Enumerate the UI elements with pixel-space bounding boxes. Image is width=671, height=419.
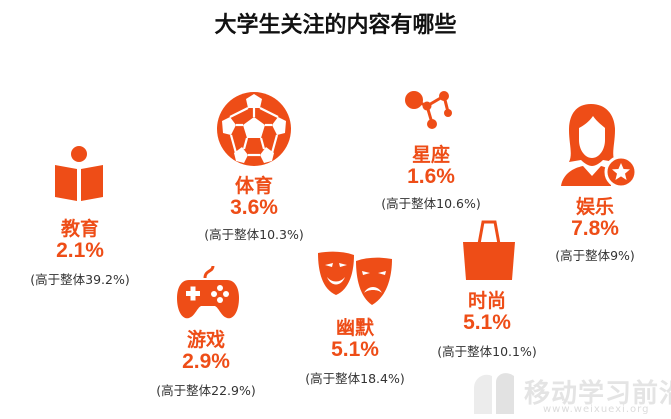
item-pct-entertainment: 7.8% bbox=[571, 217, 619, 240]
watermark-text: 移动学习前沿 bbox=[524, 379, 671, 409]
item-note-humor: (高于整体18.4%) bbox=[305, 371, 405, 386]
item-label-humor: 幽默 bbox=[335, 317, 374, 339]
constellation-icon bbox=[405, 91, 452, 129]
item-note-entertainment: (高于整体9%) bbox=[555, 248, 635, 263]
item-pct-sports: 3.6% bbox=[230, 196, 278, 219]
item-pct-games: 2.9% bbox=[182, 350, 230, 373]
page-title: 大学生关注的内容有哪些 bbox=[214, 13, 457, 38]
gamepad-icon bbox=[177, 265, 239, 319]
item-label-education: 教育 bbox=[60, 218, 99, 240]
item-note-education: (高于整体39.2%) bbox=[30, 272, 130, 287]
item-pct-education: 2.1% bbox=[56, 239, 104, 262]
shopping-bag-icon bbox=[463, 220, 515, 280]
item-note-horoscope: (高于整体10.6%) bbox=[381, 196, 481, 211]
item-pct-horoscope: 1.6% bbox=[407, 165, 455, 188]
book-reader-icon bbox=[55, 146, 103, 201]
item-pct-fashion: 5.1% bbox=[463, 311, 511, 334]
watermark-url: www.weixuexi.org bbox=[543, 404, 650, 415]
item-note-fashion: (高于整体10.1%) bbox=[437, 344, 537, 359]
item-label-entertainment: 娱乐 bbox=[575, 196, 614, 218]
watermark-logo-icon bbox=[474, 373, 514, 414]
item-note-sports: (高于整体10.3%) bbox=[204, 227, 304, 242]
item-label-horoscope: 星座 bbox=[411, 144, 450, 166]
soccer-ball-icon bbox=[217, 92, 291, 166]
item-label-sports: 体育 bbox=[234, 175, 273, 197]
item-pct-humor: 5.1% bbox=[331, 338, 379, 361]
item-label-games: 游戏 bbox=[186, 329, 225, 351]
star-person-icon bbox=[561, 104, 635, 188]
item-label-fashion: 时尚 bbox=[467, 290, 506, 312]
item-note-games: (高于整体22.9%) bbox=[156, 383, 256, 398]
theater-masks-icon bbox=[318, 251, 392, 305]
